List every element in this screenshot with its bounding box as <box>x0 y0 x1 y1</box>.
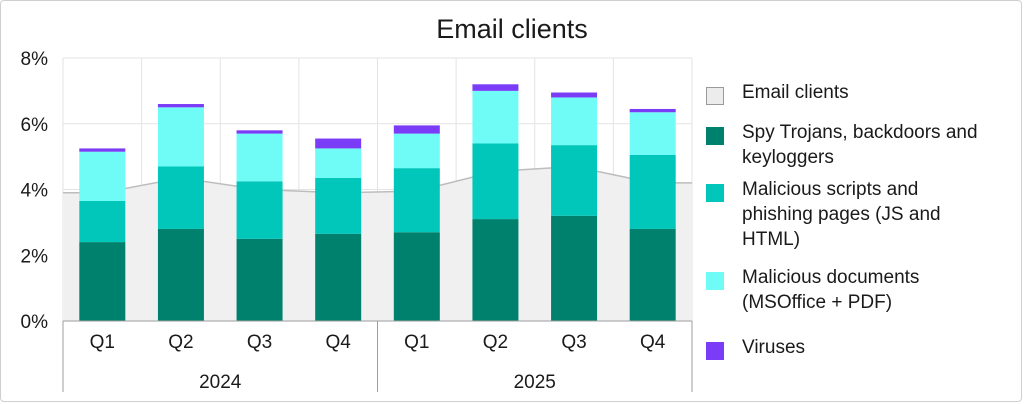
x-tick-label: Q3 <box>247 332 272 353</box>
bar-segment-viruses <box>315 138 362 149</box>
bar-segment-spy-trojans <box>236 238 283 321</box>
bar-segment-viruses <box>393 125 440 134</box>
bar-segment-spy-trojans <box>315 233 362 321</box>
legend-label-malicious-scripts: Malicious scripts and phishing pages (JS… <box>742 177 941 252</box>
bar-segment-viruses <box>629 108 676 113</box>
bar-segment-malicious-documents <box>472 90 519 144</box>
legend-label-line: HTML) <box>742 229 801 250</box>
legend-label-spy-trojans: Spy Trojans, backdoors and keyloggers <box>742 120 978 170</box>
bar-segment-spy-trojans <box>472 219 519 321</box>
legend-label-line: keyloggers <box>742 147 834 168</box>
legend-label-email-clients: Email clients <box>742 80 849 105</box>
bar-segment-viruses <box>157 104 204 108</box>
y-tick-label: 8% <box>21 49 49 70</box>
legend-item-viruses[interactable]: Viruses <box>706 335 805 360</box>
legend-item-spy-trojans[interactable]: Spy Trojans, backdoors and keyloggers <box>706 120 978 170</box>
legend-label-line: Spy Trojans, backdoors and <box>742 122 978 143</box>
bar-segment-malicious-documents <box>157 107 204 167</box>
legend-item-email-clients[interactable]: Email clients <box>706 80 849 105</box>
legend-swatch-viruses <box>706 342 724 360</box>
bar-segment-malicious-scripts <box>393 168 440 233</box>
bar-segment-malicious-scripts <box>551 145 598 216</box>
bar-segment-malicious-scripts <box>157 166 204 229</box>
bar-segment-spy-trojans <box>551 215 598 321</box>
legend-item-malicious-scripts[interactable]: Malicious scripts and phishing pages (JS… <box>706 177 941 252</box>
legend-label-line: Malicious documents <box>742 267 920 288</box>
legend-swatch-malicious-scripts <box>706 184 724 202</box>
bar-segment-spy-trojans <box>393 232 440 321</box>
bar-segment-spy-trojans <box>157 228 204 321</box>
bar-segment-viruses <box>551 92 598 98</box>
legend-label-malicious-documents: Malicious documents (MSOffice + PDF) <box>742 265 919 315</box>
bar-segment-malicious-scripts <box>472 143 519 220</box>
bar-segment-malicious-scripts <box>79 201 126 243</box>
y-tick-label: 6% <box>21 115 49 136</box>
legend-label-line: Email clients <box>742 82 849 103</box>
x-tick-label: Q3 <box>561 332 586 353</box>
area-email-clients-line <box>63 165 692 194</box>
bar-segment-viruses <box>472 84 519 91</box>
legend-label-line: (MSOffice + PDF) <box>742 292 893 313</box>
area-email-clients <box>63 166 692 321</box>
x-tick-label: Q2 <box>168 332 193 353</box>
bar-segment-malicious-documents <box>393 133 440 169</box>
legend-swatch-malicious-documents <box>706 272 724 290</box>
legend-item-malicious-documents[interactable]: Malicious documents (MSOffice + PDF) <box>706 265 919 315</box>
y-tick-label: 0% <box>21 312 49 333</box>
x-tick-label: Q4 <box>326 332 352 353</box>
legend-swatch-email-clients <box>706 87 724 105</box>
bar-segment-malicious-scripts <box>629 154 676 229</box>
legend-label-line: Malicious scripts and <box>742 179 919 200</box>
y-tick-label: 2% <box>21 246 49 267</box>
y-tick-label: 4% <box>21 181 49 202</box>
bar-segment-spy-trojans <box>629 228 676 321</box>
bar-segment-malicious-documents <box>629 112 676 155</box>
legend-label-viruses: Viruses <box>742 335 805 360</box>
x-tick-label: Q2 <box>483 332 508 353</box>
bar-segment-malicious-documents <box>236 133 283 182</box>
bar-segment-viruses <box>79 148 126 152</box>
bar-segment-malicious-scripts <box>236 181 283 239</box>
bar-segment-viruses <box>236 130 283 134</box>
x-tick-label: Q1 <box>404 332 429 353</box>
chart-title: Email clients <box>436 14 588 44</box>
bar-segment-malicious-documents <box>79 151 126 202</box>
x-tick-label: Q1 <box>90 332 115 353</box>
x-tick-label: Q4 <box>640 332 666 353</box>
bar-segment-spy-trojans <box>79 242 126 321</box>
group-label: 2024 <box>199 372 242 393</box>
legend-label-line: Viruses <box>742 337 806 358</box>
bar-segment-malicious-scripts <box>315 177 362 234</box>
bar-segment-malicious-documents <box>551 97 598 146</box>
bar-segment-malicious-documents <box>315 148 362 178</box>
legend-label-line: phishing pages (JS and <box>742 204 941 225</box>
legend-swatch-spy-trojans <box>706 127 724 145</box>
group-label: 2025 <box>514 372 556 393</box>
